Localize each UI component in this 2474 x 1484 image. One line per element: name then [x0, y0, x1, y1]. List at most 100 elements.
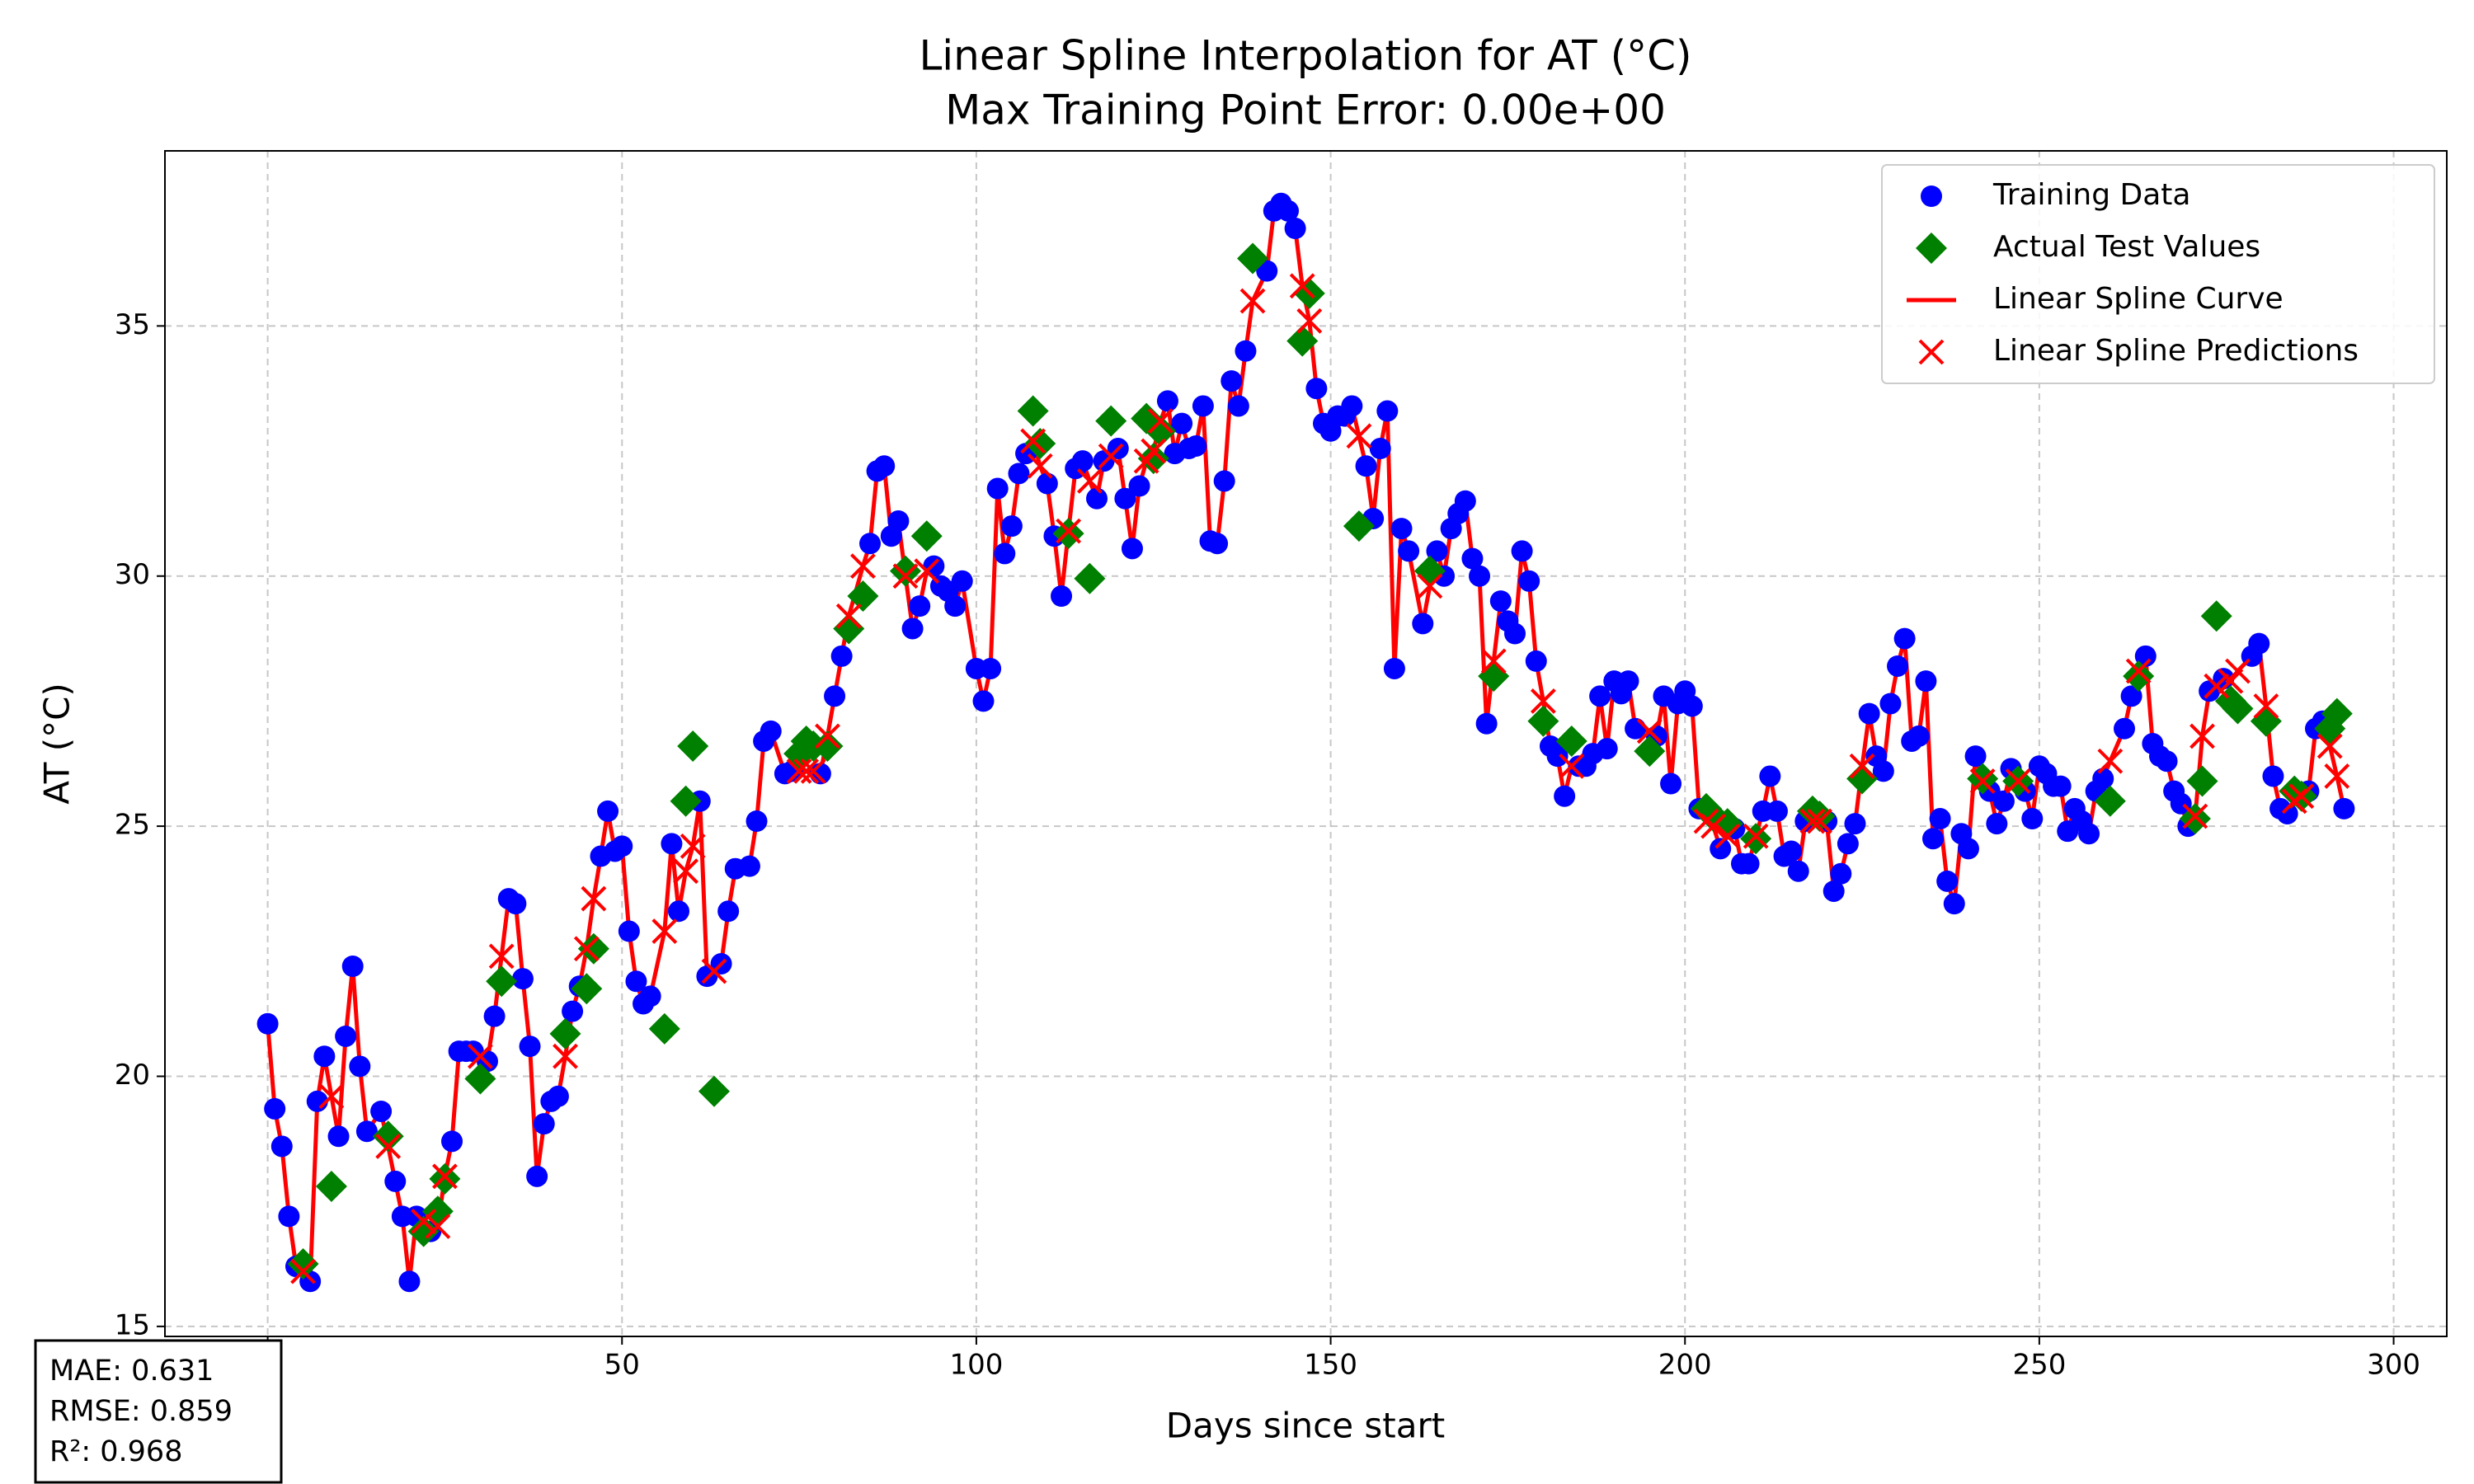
- y-tick-label: 25: [115, 809, 150, 842]
- point: [1740, 823, 1772, 855]
- point: [793, 758, 820, 784]
- curve-segment: [528, 1044, 539, 1179]
- point: [1141, 438, 1167, 464]
- point: [738, 855, 760, 877]
- point: [1286, 325, 1319, 357]
- curve-segment: [266, 1021, 277, 1111]
- point: [914, 558, 940, 585]
- point: [677, 730, 709, 763]
- point: [1185, 434, 1207, 457]
- point: [1589, 685, 1611, 707]
- point: [1936, 870, 1959, 892]
- point: [1943, 893, 1965, 915]
- curve-segment: [308, 1099, 320, 1284]
- stats-frame: [34, 1339, 283, 1484]
- point: [1020, 428, 1047, 454]
- point: [372, 1120, 404, 1153]
- point: [432, 1163, 458, 1190]
- point: [2156, 750, 2178, 773]
- point: [1527, 705, 1559, 737]
- point: [1398, 540, 1420, 562]
- point: [944, 595, 967, 618]
- series-diamond: [287, 242, 2353, 1280]
- point: [1879, 693, 1902, 715]
- point: [1986, 813, 2008, 835]
- x-tick-label: 200: [1658, 1349, 1712, 1382]
- point: [850, 553, 876, 580]
- y-tick-label: 15: [115, 1308, 150, 1341]
- point: [2186, 765, 2218, 797]
- point: [2200, 600, 2232, 632]
- point: [1000, 515, 1023, 538]
- point: [2049, 775, 2072, 797]
- point: [680, 833, 706, 859]
- point: [256, 1012, 279, 1035]
- point: [1171, 412, 1193, 434]
- point: [1206, 533, 1229, 555]
- legend-box: [1881, 164, 2435, 384]
- point: [1907, 725, 1930, 747]
- point: [2222, 693, 2254, 725]
- point: [2288, 783, 2315, 810]
- legend-label: Actual Test Values: [1993, 230, 2260, 264]
- point: [651, 918, 678, 944]
- point: [887, 510, 910, 532]
- point: [1660, 773, 1682, 795]
- point: [287, 1248, 319, 1280]
- curve-segment: [988, 486, 1000, 671]
- point: [1503, 622, 1526, 645]
- curve-segment: [1222, 378, 1234, 483]
- point: [384, 1170, 407, 1192]
- point: [1213, 470, 1235, 492]
- y-axis-label: AT (°C): [37, 683, 78, 805]
- point: [290, 1258, 316, 1284]
- point: [1929, 808, 1951, 830]
- point: [1636, 718, 1663, 744]
- point: [429, 1162, 461, 1195]
- point: [1156, 390, 1178, 412]
- curve-segment: [1903, 636, 1914, 744]
- legend: Training Data Actual Test Values Linear Sp…: [1881, 164, 2435, 384]
- point: [526, 1165, 548, 1187]
- curve-segment: [648, 929, 667, 998]
- point: [824, 685, 846, 707]
- curve-segment: [400, 1214, 412, 1284]
- point: [1921, 828, 1944, 850]
- point: [464, 1063, 496, 1095]
- point: [1799, 808, 1826, 834]
- point: [1469, 565, 1491, 587]
- point: [2333, 797, 2355, 819]
- point: [2114, 717, 2136, 740]
- point: [581, 885, 607, 912]
- point: [533, 1113, 555, 1135]
- stats-line: R²: 0.968: [49, 1435, 182, 1468]
- point: [270, 1135, 293, 1158]
- point: [315, 1170, 347, 1202]
- point: [1918, 339, 1945, 365]
- point: [625, 970, 647, 993]
- point: [511, 968, 534, 990]
- series-x: [290, 273, 2350, 1284]
- point: [278, 1205, 300, 1228]
- point: [1967, 763, 1999, 795]
- point: [1511, 540, 1533, 562]
- point: [1700, 813, 1727, 839]
- curve-segment: [662, 841, 674, 934]
- point: [800, 758, 826, 784]
- point: [1145, 415, 1177, 447]
- point: [375, 1134, 402, 1159]
- point: [1369, 438, 1391, 460]
- point: [670, 785, 702, 817]
- y-tick-label: 30: [115, 558, 150, 591]
- point: [1518, 570, 1540, 592]
- point: [398, 1270, 421, 1293]
- point: [1844, 813, 1866, 835]
- point: [1071, 450, 1094, 472]
- point: [2134, 645, 2157, 667]
- point: [1128, 475, 1150, 497]
- point: [2276, 802, 2298, 824]
- series-circle: [256, 192, 2355, 1293]
- point: [673, 858, 699, 885]
- point: [1480, 648, 1507, 674]
- point: [811, 730, 844, 763]
